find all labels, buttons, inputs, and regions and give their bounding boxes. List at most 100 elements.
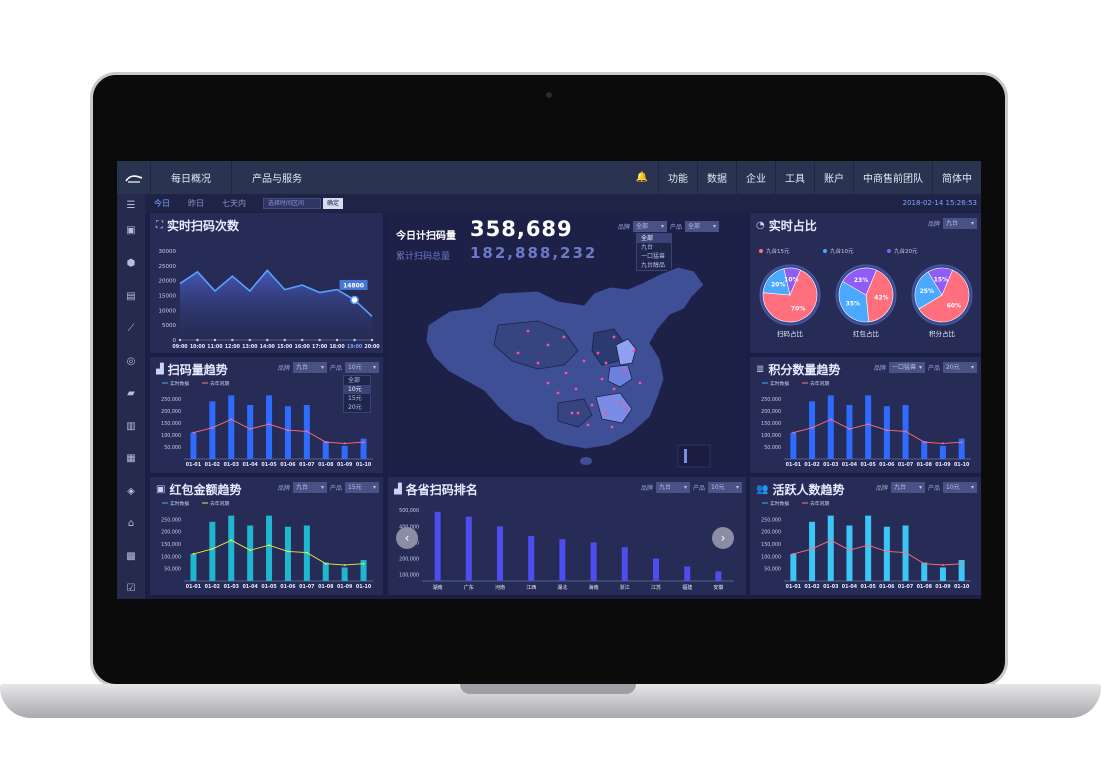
comparison-point	[268, 544, 271, 547]
comparison-point	[286, 429, 289, 432]
bank-icon[interactable]: ▩	[126, 551, 136, 562]
red-packet-trend-chart: 实时数据 去年同期 50,000 100,000 150,000 200,000 250,0…	[161, 500, 373, 590]
nav-data[interactable]: 数据	[697, 161, 736, 194]
product-select[interactable]: 全部 ▾	[685, 221, 720, 232]
bar	[939, 567, 946, 581]
nav-daily-overview[interactable]: 每日概况	[150, 161, 231, 194]
bar	[715, 571, 722, 581]
tooltip-text: 14800	[343, 282, 364, 289]
chevron-down-icon: ▾	[683, 484, 687, 491]
x-tick-dot	[283, 338, 286, 342]
scan-point	[604, 411, 608, 415]
product-select[interactable]: 10元 ▾	[345, 362, 379, 373]
brand-select[interactable]: 九台 ▾	[292, 362, 327, 373]
x-tick-label: 江西	[526, 584, 536, 591]
nav-tools[interactable]: 工具	[775, 161, 814, 194]
highlight-point	[350, 295, 359, 305]
x-tick-label: 江苏	[651, 584, 661, 591]
dropdown-option[interactable]: 九台醇品	[641, 262, 666, 269]
pie-slice	[762, 269, 818, 323]
brand-select[interactable]: 九台 ▾	[292, 482, 327, 493]
brand-select[interactable]: 九台 ▾	[943, 218, 977, 229]
product-select[interactable]: 15元 ▾	[345, 482, 379, 493]
chevron-down-icon: ▾	[713, 223, 717, 230]
dropdown-option[interactable]: 全部	[637, 234, 671, 243]
nav-products-services[interactable]: 产品与服务	[231, 161, 322, 194]
checklist-icon[interactable]: ☑	[126, 583, 136, 594]
tab-yesterday[interactable]: 昨日	[188, 198, 204, 208]
ratio-title: 实时占比	[768, 219, 817, 233]
x-tick-label: 01-09	[935, 462, 951, 468]
dropdown-option[interactable]: 20元	[348, 404, 362, 411]
y-tick-label: 30000	[159, 249, 177, 255]
active-users-chart: 实时数据 去年同期 50,000 100,000 150,000 200,000 250,0…	[761, 500, 971, 590]
chevron-down-icon: ▾	[320, 484, 324, 491]
product-select[interactable]: 20元 ▾	[943, 362, 977, 373]
report-icon[interactable]: ▦	[126, 453, 136, 464]
truck-icon[interactable]: ▰	[127, 388, 135, 399]
x-tick-dot	[300, 338, 304, 342]
comparison-point	[230, 539, 233, 542]
tab-today[interactable]: 今日	[154, 198, 170, 208]
brand-select[interactable]: 九台 ▾	[890, 482, 925, 493]
scan-point	[610, 425, 614, 429]
store-icon[interactable]: ⌂	[127, 518, 135, 529]
blocks-icon[interactable]: ◈	[127, 486, 135, 497]
inbox-icon[interactable]: ▣	[126, 225, 136, 236]
nav-enterprise[interactable]: 企业	[736, 161, 775, 194]
comparison-point	[211, 426, 214, 429]
dropdown-option[interactable]: 一口猛兽	[641, 253, 666, 260]
coins-icon: ≣	[756, 364, 765, 375]
y-tick-label: 200,000	[161, 530, 181, 536]
slice-label: 42%	[874, 294, 888, 301]
y-tick-label: 250,000	[761, 397, 781, 403]
nav-function[interactable]: 功能	[658, 161, 697, 194]
nav-account[interactable]: 账户	[814, 161, 853, 194]
brand-select[interactable]: 全部 ▾	[633, 221, 668, 232]
clipboard-icon[interactable]: ▥	[126, 421, 136, 432]
document-icon[interactable]: ▤	[126, 291, 136, 302]
comparison-point	[904, 430, 907, 433]
confirm-button[interactable]: 确定	[323, 197, 344, 209]
dropdown-option[interactable]: 全部	[348, 377, 361, 384]
comparison-line	[793, 418, 962, 444]
bar	[790, 553, 797, 581]
trend-icon[interactable]: ⟋	[127, 323, 135, 334]
x-tick-label: 01-06	[879, 584, 895, 590]
comparison-line	[193, 418, 364, 444]
cube-icon[interactable]: ⬢	[126, 258, 136, 269]
product-select[interactable]: 10元 ▾	[943, 482, 977, 493]
bell-icon[interactable]: 🔔	[635, 172, 648, 183]
wallet-icon: ▣	[156, 484, 166, 495]
dropdown-option[interactable]: 10元	[344, 385, 370, 394]
nav-language[interactable]: 简体中	[932, 161, 981, 194]
dropdown-option[interactable]: 15元	[348, 395, 362, 402]
compass-icon[interactable]: ◎	[126, 356, 136, 367]
dropdown-option[interactable]: 九台	[641, 244, 654, 251]
legend-label: 九台20元	[894, 247, 918, 255]
product-dropdown: 全部 10元 15元 20元	[343, 375, 371, 413]
y-tick-label: 100,000	[761, 433, 781, 439]
chevron-left-icon[interactable]: ‹	[396, 527, 418, 549]
legend-label: 去年同期	[810, 500, 829, 507]
menu-icon[interactable]: ☰	[126, 200, 136, 211]
nav-team[interactable]: 中商售前团队	[853, 161, 932, 194]
chevron-right-icon[interactable]: ›	[712, 527, 734, 549]
bar	[809, 521, 816, 581]
chevron-down-icon: ▾	[661, 223, 665, 230]
x-tick-label: 01-07	[898, 584, 913, 590]
x-tick-dot	[248, 338, 252, 342]
laptop-notch	[460, 684, 636, 694]
bar	[958, 560, 965, 581]
product-select[interactable]: 10元 ▾	[708, 482, 742, 493]
brand-select[interactable]: 一口猛兽 ▾	[888, 362, 925, 373]
date-range-input[interactable]: 选择时间区间	[263, 197, 321, 209]
chevron-down-icon: ▾	[970, 484, 974, 491]
brand-select[interactable]: 九台 ▾	[655, 482, 690, 493]
dashboard-screen: 每日概况 产品与服务 🔔 功能 数据 企业 工具 账户 中商售前团队 简体中 ☰…	[117, 161, 981, 599]
comparison-point	[305, 430, 308, 433]
x-tick-label: 01-08	[917, 462, 933, 468]
logo-icon[interactable]	[117, 161, 150, 194]
tab-seven-days[interactable]: 七天内	[222, 198, 246, 208]
bar	[209, 521, 216, 581]
